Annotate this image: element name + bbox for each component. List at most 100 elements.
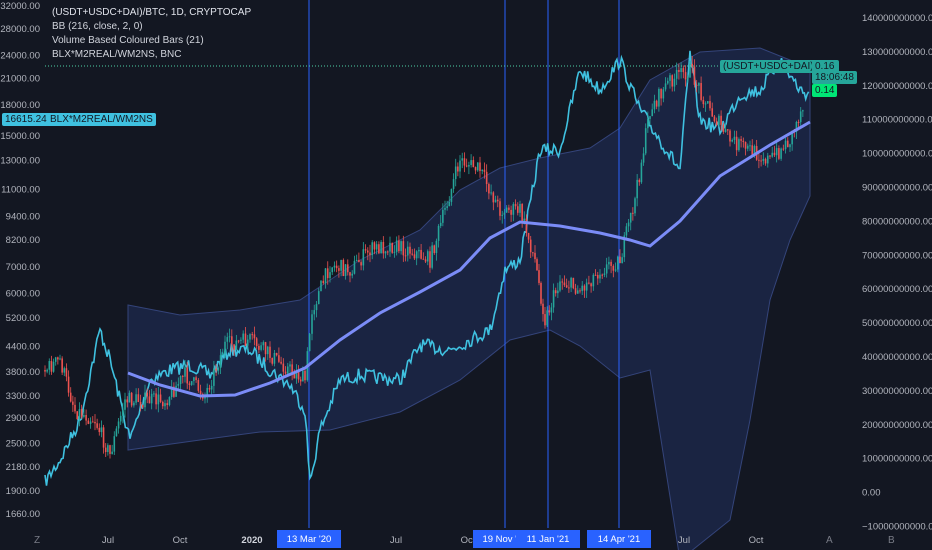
candle-body xyxy=(614,269,617,271)
left-axis-tick: 8200.00 xyxy=(6,235,40,246)
candle-body xyxy=(173,386,175,397)
right-axis-tick: 20000000000.00 xyxy=(862,420,932,431)
legend-bb[interactable]: BB (216, close, 2, 0) xyxy=(52,21,143,32)
candle-body xyxy=(623,235,626,258)
candle-body xyxy=(599,274,601,279)
candle-body xyxy=(488,184,490,194)
candle-body xyxy=(278,355,280,362)
candle-body xyxy=(87,420,90,424)
candle-body xyxy=(111,451,113,454)
candle-body xyxy=(355,259,358,261)
time-axis-tick: Oct xyxy=(461,535,476,546)
candle-body xyxy=(188,383,191,385)
candle-body xyxy=(481,169,484,172)
candle-body xyxy=(797,121,800,123)
candle-body xyxy=(415,251,418,259)
candle-body xyxy=(104,447,107,453)
candle-body xyxy=(784,140,787,150)
legend-volume-bars[interactable]: Volume Based Coloured Bars (21) xyxy=(52,35,204,46)
candle-body xyxy=(579,290,581,292)
right-price-axis: 140000000000.00 130000000000.00 1200000000… xyxy=(862,13,932,533)
candle-body xyxy=(450,188,453,202)
candle-body xyxy=(642,153,645,163)
candle-body xyxy=(581,285,584,291)
zoom-button[interactable]: Z xyxy=(34,535,41,546)
candle-body xyxy=(540,282,542,304)
event-date-tags: 13 Mar '20 19 Nov '20 11 Jan '21 14 Apr '21 xyxy=(277,530,651,548)
candle-body xyxy=(168,397,171,405)
log-scale-button[interactable]: B xyxy=(888,535,895,546)
candle-body xyxy=(253,334,256,339)
candle-body xyxy=(315,304,318,311)
candle-body xyxy=(130,392,133,406)
candle-body xyxy=(80,409,83,417)
candle-body xyxy=(749,145,751,147)
time-axis: JulOct2020AprJulOct2021AprJulOct xyxy=(102,535,764,546)
candle-body xyxy=(150,393,153,404)
left-axis-tick: 13000.00 xyxy=(0,156,40,167)
candle-body xyxy=(733,136,736,140)
candle-body xyxy=(244,333,247,346)
candle-body xyxy=(538,270,540,283)
candle-body xyxy=(444,207,446,210)
candle-body xyxy=(762,158,765,162)
candle-body xyxy=(83,414,85,417)
candle-body xyxy=(442,209,444,223)
candle-body xyxy=(691,63,694,67)
candle-body xyxy=(153,393,155,395)
candle-body xyxy=(197,380,200,391)
candle-body xyxy=(59,358,61,360)
candle-body xyxy=(375,244,378,250)
candle-body xyxy=(128,392,131,403)
candle-body xyxy=(799,111,802,123)
candle-body xyxy=(448,201,451,207)
candle-body xyxy=(240,339,242,341)
candle-body xyxy=(596,275,599,279)
event-tag-label: 19 Nov '20 xyxy=(482,534,527,545)
candle-body xyxy=(52,361,55,372)
secondary-price-tag: 0.14 xyxy=(812,84,838,97)
candle-body xyxy=(554,290,557,294)
candle-body xyxy=(751,145,754,156)
candle-body xyxy=(400,241,402,252)
candle-body xyxy=(791,130,793,145)
candle-body xyxy=(684,72,687,80)
candle-body xyxy=(431,245,433,268)
candle-body xyxy=(255,338,258,346)
legend-m2[interactable]: BLX*M2REAL/WM2NS, BNC xyxy=(52,49,182,60)
candle-body xyxy=(382,241,385,254)
candle-body xyxy=(686,77,689,80)
candle-body xyxy=(74,404,76,412)
candle-body xyxy=(311,314,313,334)
countdown-tag: 18:06:48 xyxy=(812,71,857,84)
candle-body xyxy=(413,254,416,259)
candle-body xyxy=(512,204,515,215)
candle-body xyxy=(378,244,380,254)
candle-body xyxy=(353,260,356,274)
candle-body xyxy=(452,179,455,189)
candle-body xyxy=(177,384,180,386)
time-axis-tick: Jul xyxy=(102,535,114,546)
auto-scale-button[interactable]: A xyxy=(826,535,833,546)
candle-body xyxy=(563,282,566,286)
candle-body xyxy=(340,260,342,271)
candle-body xyxy=(740,139,742,141)
right-axis-tick: 80000000000.00 xyxy=(862,216,932,227)
candle-body xyxy=(206,387,209,396)
candle-body xyxy=(461,158,464,161)
candle-body xyxy=(297,371,300,380)
left-axis-tick: 11000.00 xyxy=(1,184,40,195)
candle-body xyxy=(476,162,479,171)
candle-body xyxy=(546,310,548,326)
candle-body xyxy=(155,393,157,405)
candle-body xyxy=(735,136,738,151)
candle-body xyxy=(516,206,519,213)
candle-body xyxy=(590,283,592,287)
candle-body xyxy=(760,160,762,162)
candle-body xyxy=(470,160,472,166)
candle-body xyxy=(644,128,647,154)
legend-symbol[interactable]: (USDT+USDC+DAI)/BTC, 1D, CRYPTOCAP xyxy=(52,7,252,18)
candle-body xyxy=(333,265,336,268)
candle-body xyxy=(483,169,486,172)
